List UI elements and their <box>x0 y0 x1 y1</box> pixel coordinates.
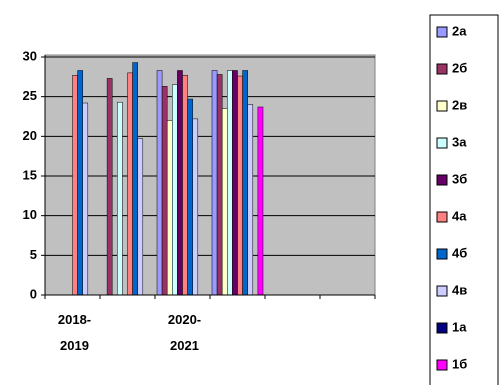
legend-swatch <box>436 211 448 223</box>
legend-swatch <box>436 26 448 38</box>
bar <box>166 120 173 296</box>
bar <box>106 78 113 296</box>
y-tick-label: 5 <box>30 247 37 262</box>
plot-area <box>44 54 376 296</box>
bar <box>172 84 178 296</box>
bar <box>77 70 83 296</box>
bar <box>242 70 248 296</box>
bar <box>161 86 168 296</box>
legend-swatch <box>436 100 448 112</box>
bar <box>177 70 183 296</box>
legend-label: 4в <box>452 282 467 297</box>
bar <box>72 74 78 296</box>
legend-swatch <box>436 322 448 334</box>
bar <box>216 74 223 296</box>
y-tick-label: 30 <box>23 48 37 63</box>
legend-swatch <box>436 248 448 260</box>
legend-label: 4б <box>452 245 467 260</box>
bar <box>187 98 193 296</box>
legend-label: 2а <box>452 23 467 38</box>
y-tick-label: 25 <box>23 88 37 103</box>
bar <box>227 70 233 296</box>
y-tick-label: 20 <box>23 128 37 143</box>
legend-swatch <box>436 137 448 149</box>
legend-label: 1б <box>452 356 467 371</box>
y-tick-label: 10 <box>23 207 37 222</box>
legend-swatch <box>436 285 448 297</box>
legend-swatch <box>436 63 448 75</box>
bar <box>127 72 133 296</box>
legend-label: 1а <box>452 319 467 334</box>
bar <box>117 101 123 296</box>
y-tick-label: 15 <box>23 167 37 182</box>
y-tick-label: 0 <box>30 286 37 301</box>
x-tick-label: 2018-2019 <box>57 312 92 353</box>
bar <box>211 70 218 296</box>
legend-label: 4а <box>452 208 467 223</box>
x-tick-label: 2020-2021 <box>167 312 202 353</box>
legend-swatch <box>436 359 448 371</box>
legend-label: 3а <box>452 134 467 149</box>
bar <box>82 102 89 296</box>
bar <box>247 104 254 296</box>
bar <box>232 70 238 296</box>
legend-swatch <box>436 174 448 186</box>
bar <box>137 138 144 296</box>
legend-label: 3б <box>452 171 467 186</box>
legend-label: 2в <box>452 97 467 112</box>
bar <box>132 62 138 296</box>
bar <box>192 118 199 296</box>
bar <box>182 74 188 296</box>
bar <box>257 106 264 296</box>
bar <box>221 108 228 296</box>
bar <box>156 70 163 296</box>
legend-label: 2б <box>452 60 467 75</box>
bar <box>237 75 243 296</box>
